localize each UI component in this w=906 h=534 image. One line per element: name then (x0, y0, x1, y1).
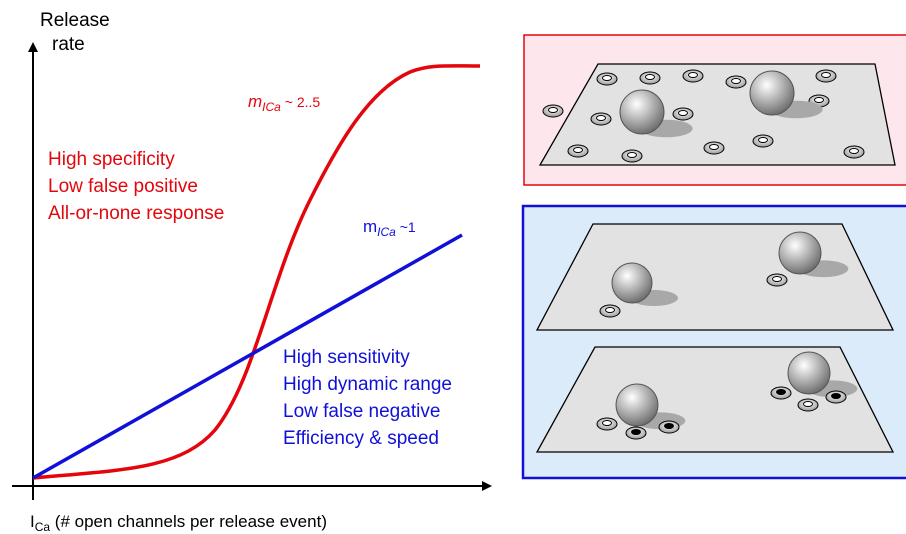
label-sub: ICa (262, 100, 281, 114)
vesicle (615, 383, 659, 427)
channel-pore (709, 144, 719, 150)
blue-note: Efficiency & speed (283, 428, 439, 449)
vesicle (619, 89, 665, 135)
y-label: Release (40, 10, 110, 31)
channel-pore (803, 401, 813, 407)
red-curve (32, 64, 481, 480)
membrane-plane (535, 223, 895, 331)
x-label-main: I (30, 512, 35, 531)
channel-pore (731, 78, 741, 84)
channel-pore (596, 115, 606, 121)
channel-pore (602, 75, 612, 81)
channel-pore (772, 276, 782, 282)
blue-note: High sensitivity (283, 347, 410, 368)
channel-pore (814, 97, 824, 103)
channel-pore (821, 72, 831, 78)
x-label-sub: Ca (35, 520, 51, 534)
label-rest: ~1 (396, 219, 416, 235)
channel-pore (776, 389, 786, 395)
x-label: ICa (# open channels per release event) (30, 512, 327, 534)
vesicle (611, 262, 653, 304)
channel-pore (664, 423, 674, 429)
vesicle (749, 70, 795, 116)
red-note: All-or-none response (48, 203, 224, 224)
blue-line-label: mICa ~1 (363, 217, 416, 239)
channel-pore (688, 72, 698, 78)
y-label: rate (52, 34, 85, 55)
label-sub: ICa (377, 225, 396, 239)
channel-pore (849, 148, 859, 154)
channel-pore (758, 137, 768, 143)
channel-pore (602, 420, 612, 426)
vesicle (787, 351, 831, 395)
channel-pore (605, 307, 615, 313)
channel-pore (573, 147, 583, 153)
red-note: High specificity (48, 149, 175, 170)
channel-pore (831, 393, 841, 399)
label-main: m (248, 92, 262, 111)
vesicles-and-channels (542, 69, 865, 440)
membrane-plane (538, 63, 896, 166)
blue-note: High dynamic range (283, 374, 452, 395)
label-main: m (363, 217, 377, 236)
vesicle (778, 231, 822, 275)
channel-pore (678, 110, 688, 116)
blue-line (32, 233, 463, 480)
channel-pore (627, 152, 637, 158)
label-rest: ~ 2..5 (281, 94, 321, 110)
blue-note: Low false negative (283, 401, 440, 422)
channel-pore (631, 429, 641, 435)
channel-pore (645, 74, 655, 80)
x-label-rest: (# open channels per release event) (50, 512, 327, 531)
red-note: Low false positive (48, 176, 198, 197)
channel-pore (548, 107, 558, 113)
red-curve-label: mICa ~ 2..5 (248, 92, 320, 114)
